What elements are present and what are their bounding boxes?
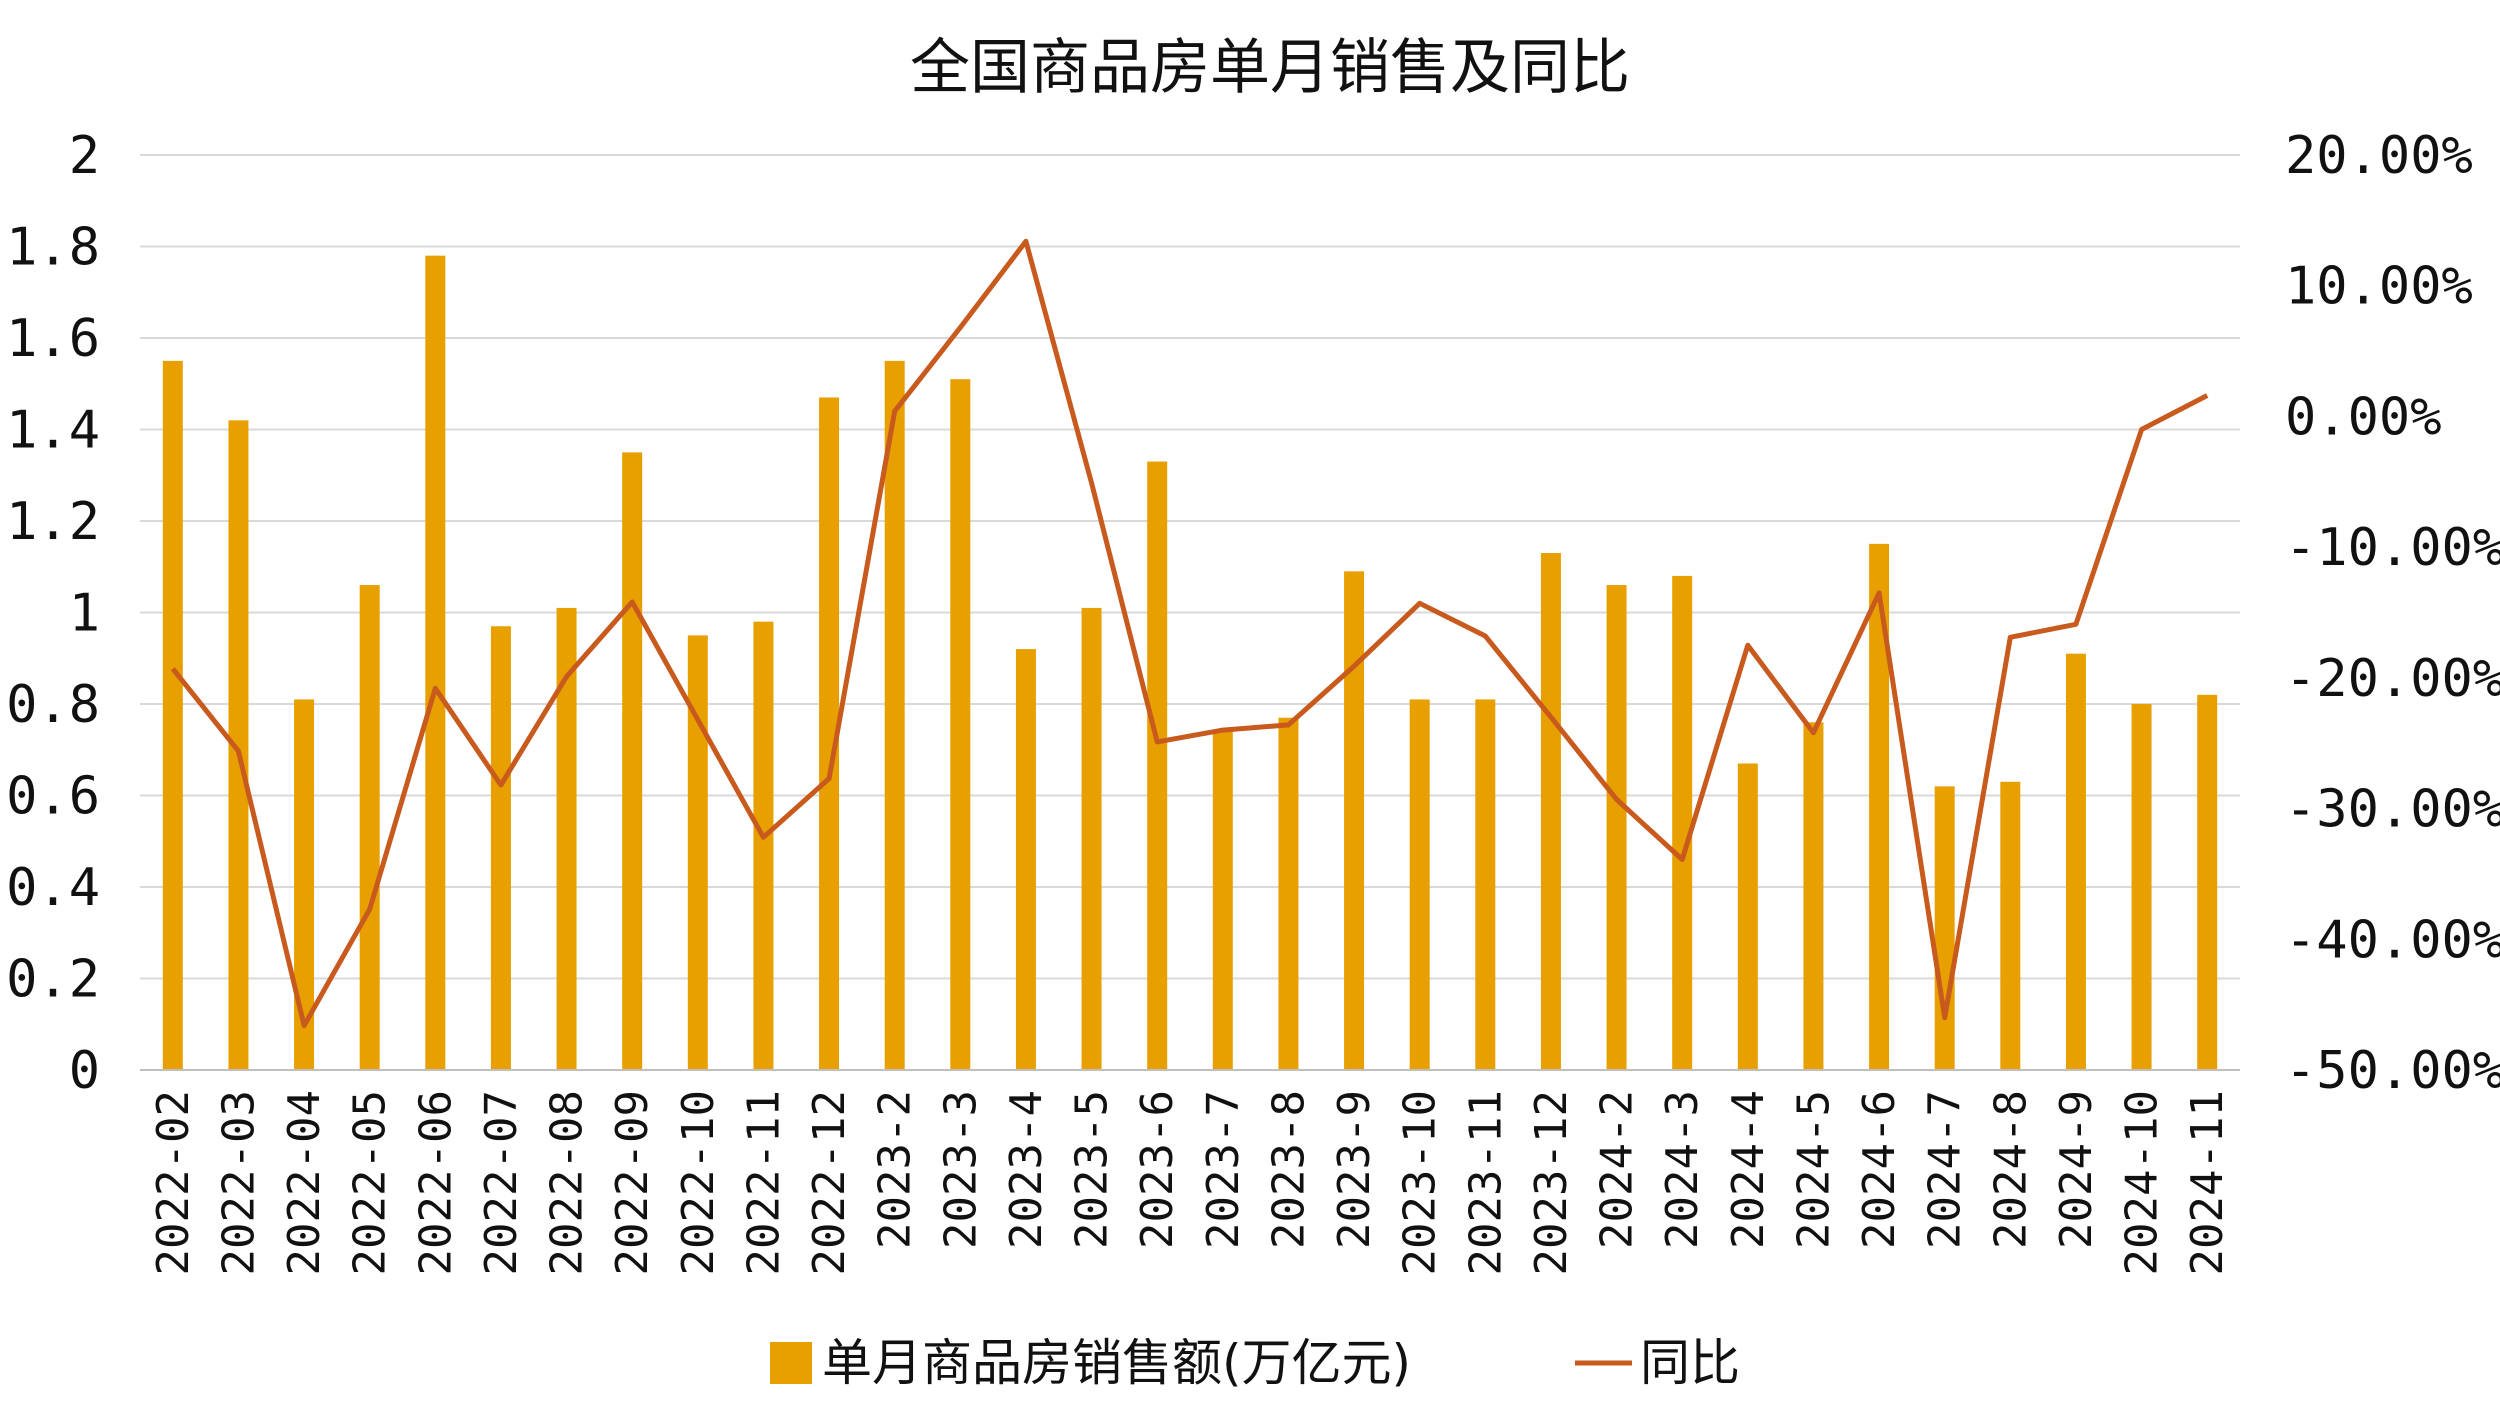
x-tick-label: 2024-7 [1920,1090,1971,1249]
legend: 单月商品房销售额(万亿元) 同比 [770,1334,1740,1392]
bar [819,397,840,1071]
x-tick-label: 2023-8 [1263,1090,1314,1249]
x-tick-label: 2023-3 [935,1090,986,1249]
x-tick-label: 2022-04 [279,1090,330,1275]
x-tick-label: 2022-06 [410,1090,461,1275]
x-tick-label: 2023-2 [870,1090,921,1249]
left-axis: 0 0.2 0.4 0.6 0.8 1 1.2 1.4 1.6 1.8 2 [6,126,100,1101]
bar [359,585,380,1070]
x-tick-label: 2024-10 [2117,1090,2168,1275]
bar [2065,653,2086,1070]
x-tick-label: 2023-10 [1395,1090,1446,1275]
x-tick-label: 2024-8 [1985,1090,2036,1249]
x-tick-label: 2024-3 [1657,1090,1708,1249]
bar [1278,717,1299,1070]
x-tick-label: 2022-07 [476,1090,527,1275]
left-tick-label: 0.6 [6,767,100,827]
legend-label-bar: 单月商品房销售额(万亿元) [822,1334,1411,1392]
bar [294,699,315,1070]
left-tick-label: 1.8 [6,218,100,278]
bar [1803,722,1824,1070]
bar [490,626,511,1070]
x-tick-label: 2023-6 [1132,1090,1183,1249]
bar [162,360,183,1070]
bar [884,360,905,1070]
bar [228,420,249,1071]
bar [1737,763,1758,1070]
bar [687,635,708,1070]
yoy-line [170,238,2209,1029]
x-tick-label: 2024-5 [1788,1090,1839,1249]
bar [425,255,446,1070]
x-tick-label: 2022-11 [738,1090,789,1275]
x-tick-label: 2023-4 [1001,1090,1052,1249]
bar [1934,786,1955,1070]
bar [2131,704,2152,1070]
x-tick-label: 2022-12 [804,1090,855,1275]
x-tick-label: 2022-09 [607,1090,658,1275]
bar [1672,575,1693,1070]
x-tick-label: 2024-4 [1723,1090,1774,1249]
x-axis: 2022-02 2022-03 2022-04 2022-05 2022-06 2022-… [140,1069,2240,1275]
line-series [170,238,2209,1029]
x-tick-label: 2022-10 [673,1090,724,1275]
x-tick-label: 2022-02 [148,1090,199,1275]
right-tick-label: 10.00% [2285,257,2473,317]
x-tick-label: 2023-9 [1329,1090,1380,1249]
chart-title: 全国商品房单月销售及同比 [910,33,1630,103]
bar [556,607,577,1070]
x-tick-label: 2024-6 [1854,1090,1905,1249]
x-tick-label: 2022-05 [345,1090,396,1275]
bar-series [162,255,2218,1071]
bar [1540,553,1561,1070]
x-tick-label: 2023-5 [1067,1090,1118,1249]
gridlines [140,154,2240,1071]
x-tick-label: 2023-11 [1460,1090,1511,1275]
bar [2000,781,2021,1070]
bar [1147,461,1168,1070]
left-tick-label: 1 [69,584,100,644]
left-tick-label: 1.2 [6,492,100,552]
right-tick-label: -10.00% [2285,518,2500,578]
bar [950,379,971,1070]
bar [1344,571,1365,1070]
left-tick-label: 0.8 [6,675,100,735]
bar [1212,731,1233,1070]
x-tick-label: 2022-03 [213,1090,264,1275]
left-tick-label: 0.2 [6,950,100,1010]
bar [1015,649,1036,1070]
x-tick-label: 2023-7 [1198,1090,1249,1249]
bar [1081,607,1102,1070]
right-tick-label: -40.00% [2285,910,2500,970]
left-tick-label: 1.4 [6,401,100,461]
right-tick-label: -50.00% [2285,1041,2500,1101]
legend-label-line: 同比 [1640,1334,1740,1392]
bar [753,621,774,1070]
right-axis: -50.00% -40.00% -30.00% -20.00% -10.00% 0.00%… [2285,126,2500,1101]
right-tick-label: -30.00% [2285,780,2500,840]
legend-swatch-bar [770,1342,812,1384]
left-tick-label: 0 [69,1041,100,1101]
bar [1475,699,1496,1070]
bar [1606,585,1627,1070]
left-tick-label: 2 [69,126,100,186]
right-tick-label: 0.00% [2285,387,2442,447]
bar [1409,699,1430,1070]
bar [2197,694,2218,1070]
x-tick-label: 2022-08 [542,1090,593,1275]
left-tick-label: 0.4 [6,858,100,918]
x-tick-label: 2024-2 [1592,1090,1643,1249]
right-tick-label: -20.00% [2285,649,2500,709]
x-tick-label: 2023-12 [1526,1090,1577,1275]
bar [622,452,643,1070]
left-tick-label: 1.6 [6,309,100,369]
bar [1869,543,1890,1070]
right-tick-label: 20.00% [2285,126,2473,186]
x-tick-label: 2024-11 [2182,1090,2233,1275]
x-tick-label: 2024-9 [2051,1090,2102,1249]
